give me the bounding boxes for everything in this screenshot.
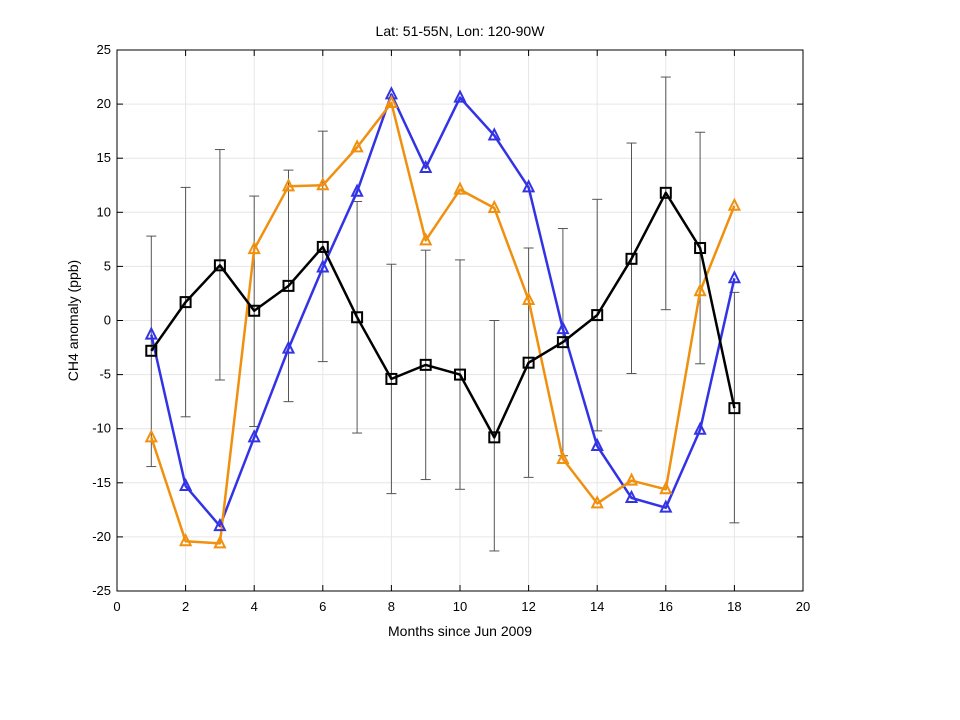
series-3-point <box>179 296 192 309</box>
series-3-point <box>488 431 501 444</box>
series-2-point <box>419 232 433 246</box>
series-1-point <box>693 421 707 435</box>
series-2-point <box>693 283 707 297</box>
series-line-3 <box>150 191 736 439</box>
y-tick-label: 20 <box>97 96 111 111</box>
series-1-point <box>727 270 742 284</box>
x-tick-label: 2 <box>182 599 189 614</box>
series-1-point <box>624 489 639 503</box>
series-1-point <box>213 517 227 532</box>
x-tick-label: 16 <box>659 599 673 614</box>
series-1-point <box>247 429 261 443</box>
series-3-point <box>316 240 329 253</box>
y-tick-label: 10 <box>97 204 111 219</box>
series-3-point <box>694 242 707 255</box>
series-2-point <box>213 535 227 549</box>
series-2-point <box>521 291 536 305</box>
series-3-point <box>248 304 261 317</box>
series-1-point <box>350 183 364 197</box>
series-2-point <box>453 181 467 195</box>
x-axis-title: Months since Jun 2009 <box>388 623 532 639</box>
y-tick-label: -15 <box>92 475 111 490</box>
series-2-point <box>556 450 570 464</box>
series-1-point <box>281 340 296 354</box>
series-3-point <box>419 358 432 371</box>
x-tick-label: 18 <box>727 599 741 614</box>
series-2-point <box>247 240 261 255</box>
series-3-point <box>454 368 466 381</box>
series-2-point <box>178 532 193 547</box>
series-1-point <box>316 259 330 273</box>
y-tick-label: -5 <box>99 367 111 382</box>
series-1-point <box>419 159 433 173</box>
series-markers <box>144 86 742 549</box>
series-2-point <box>316 177 330 191</box>
series-2-point <box>487 199 501 213</box>
y-axis-title: CH4 anomaly (ppb) <box>65 260 81 381</box>
x-tick-label: 8 <box>388 599 395 614</box>
series-2-point <box>350 139 364 153</box>
x-tick-label: 14 <box>590 599 604 614</box>
y-tick-label: 5 <box>104 258 111 273</box>
series-2-point <box>144 429 158 443</box>
series-3-point <box>522 356 535 369</box>
series-1-point <box>487 127 501 141</box>
x-tick-label: 0 <box>113 599 120 614</box>
series-2-point <box>384 94 399 109</box>
series-3-point <box>282 279 295 292</box>
series-3-point <box>625 252 638 265</box>
series-1-point <box>144 326 158 340</box>
series-3-point <box>659 186 672 199</box>
series-1-point <box>556 320 570 335</box>
y-tick-label: -25 <box>92 583 111 598</box>
series-line-1 <box>150 93 736 528</box>
series-1-point <box>659 499 673 513</box>
y-tick-label: 15 <box>97 150 111 165</box>
series-1-point <box>453 89 467 103</box>
y-tick-label: -10 <box>92 421 111 436</box>
series-3-point <box>591 309 604 322</box>
series-1-point <box>590 437 604 452</box>
series-3-point <box>385 372 398 385</box>
series-2-point <box>590 495 604 509</box>
chart-title: Lat: 51-55N, Lon: 120-90W <box>376 23 546 39</box>
series-2-point <box>281 178 296 192</box>
series-3-point <box>213 259 226 272</box>
x-tick-label: 20 <box>796 599 810 614</box>
series-2-point <box>727 197 742 211</box>
series-3-point <box>351 311 364 324</box>
y-tick-label: 25 <box>97 42 111 57</box>
series-3-point <box>556 336 569 349</box>
x-tick-label: 6 <box>319 599 326 614</box>
series-1-point <box>178 477 193 492</box>
series-line-2 <box>150 101 736 545</box>
x-tick-label: 12 <box>521 599 535 614</box>
series-1-point <box>521 179 536 193</box>
x-tick-label: 10 <box>453 599 467 614</box>
series-lines <box>150 93 736 545</box>
x-tick-label: 4 <box>251 599 258 614</box>
y-tick-label: -20 <box>92 529 111 544</box>
series-2-point <box>624 472 639 486</box>
series-2-point <box>659 481 673 495</box>
series-3-point <box>728 402 741 415</box>
y-tick-label: 0 <box>104 313 111 328</box>
ticks: 0 2 4 6 8 10 12 14 16 18 20 -25 -20 -15 -10 -5 0 5 10 15 20 2… <box>92 42 810 614</box>
series-3-point <box>145 344 158 357</box>
